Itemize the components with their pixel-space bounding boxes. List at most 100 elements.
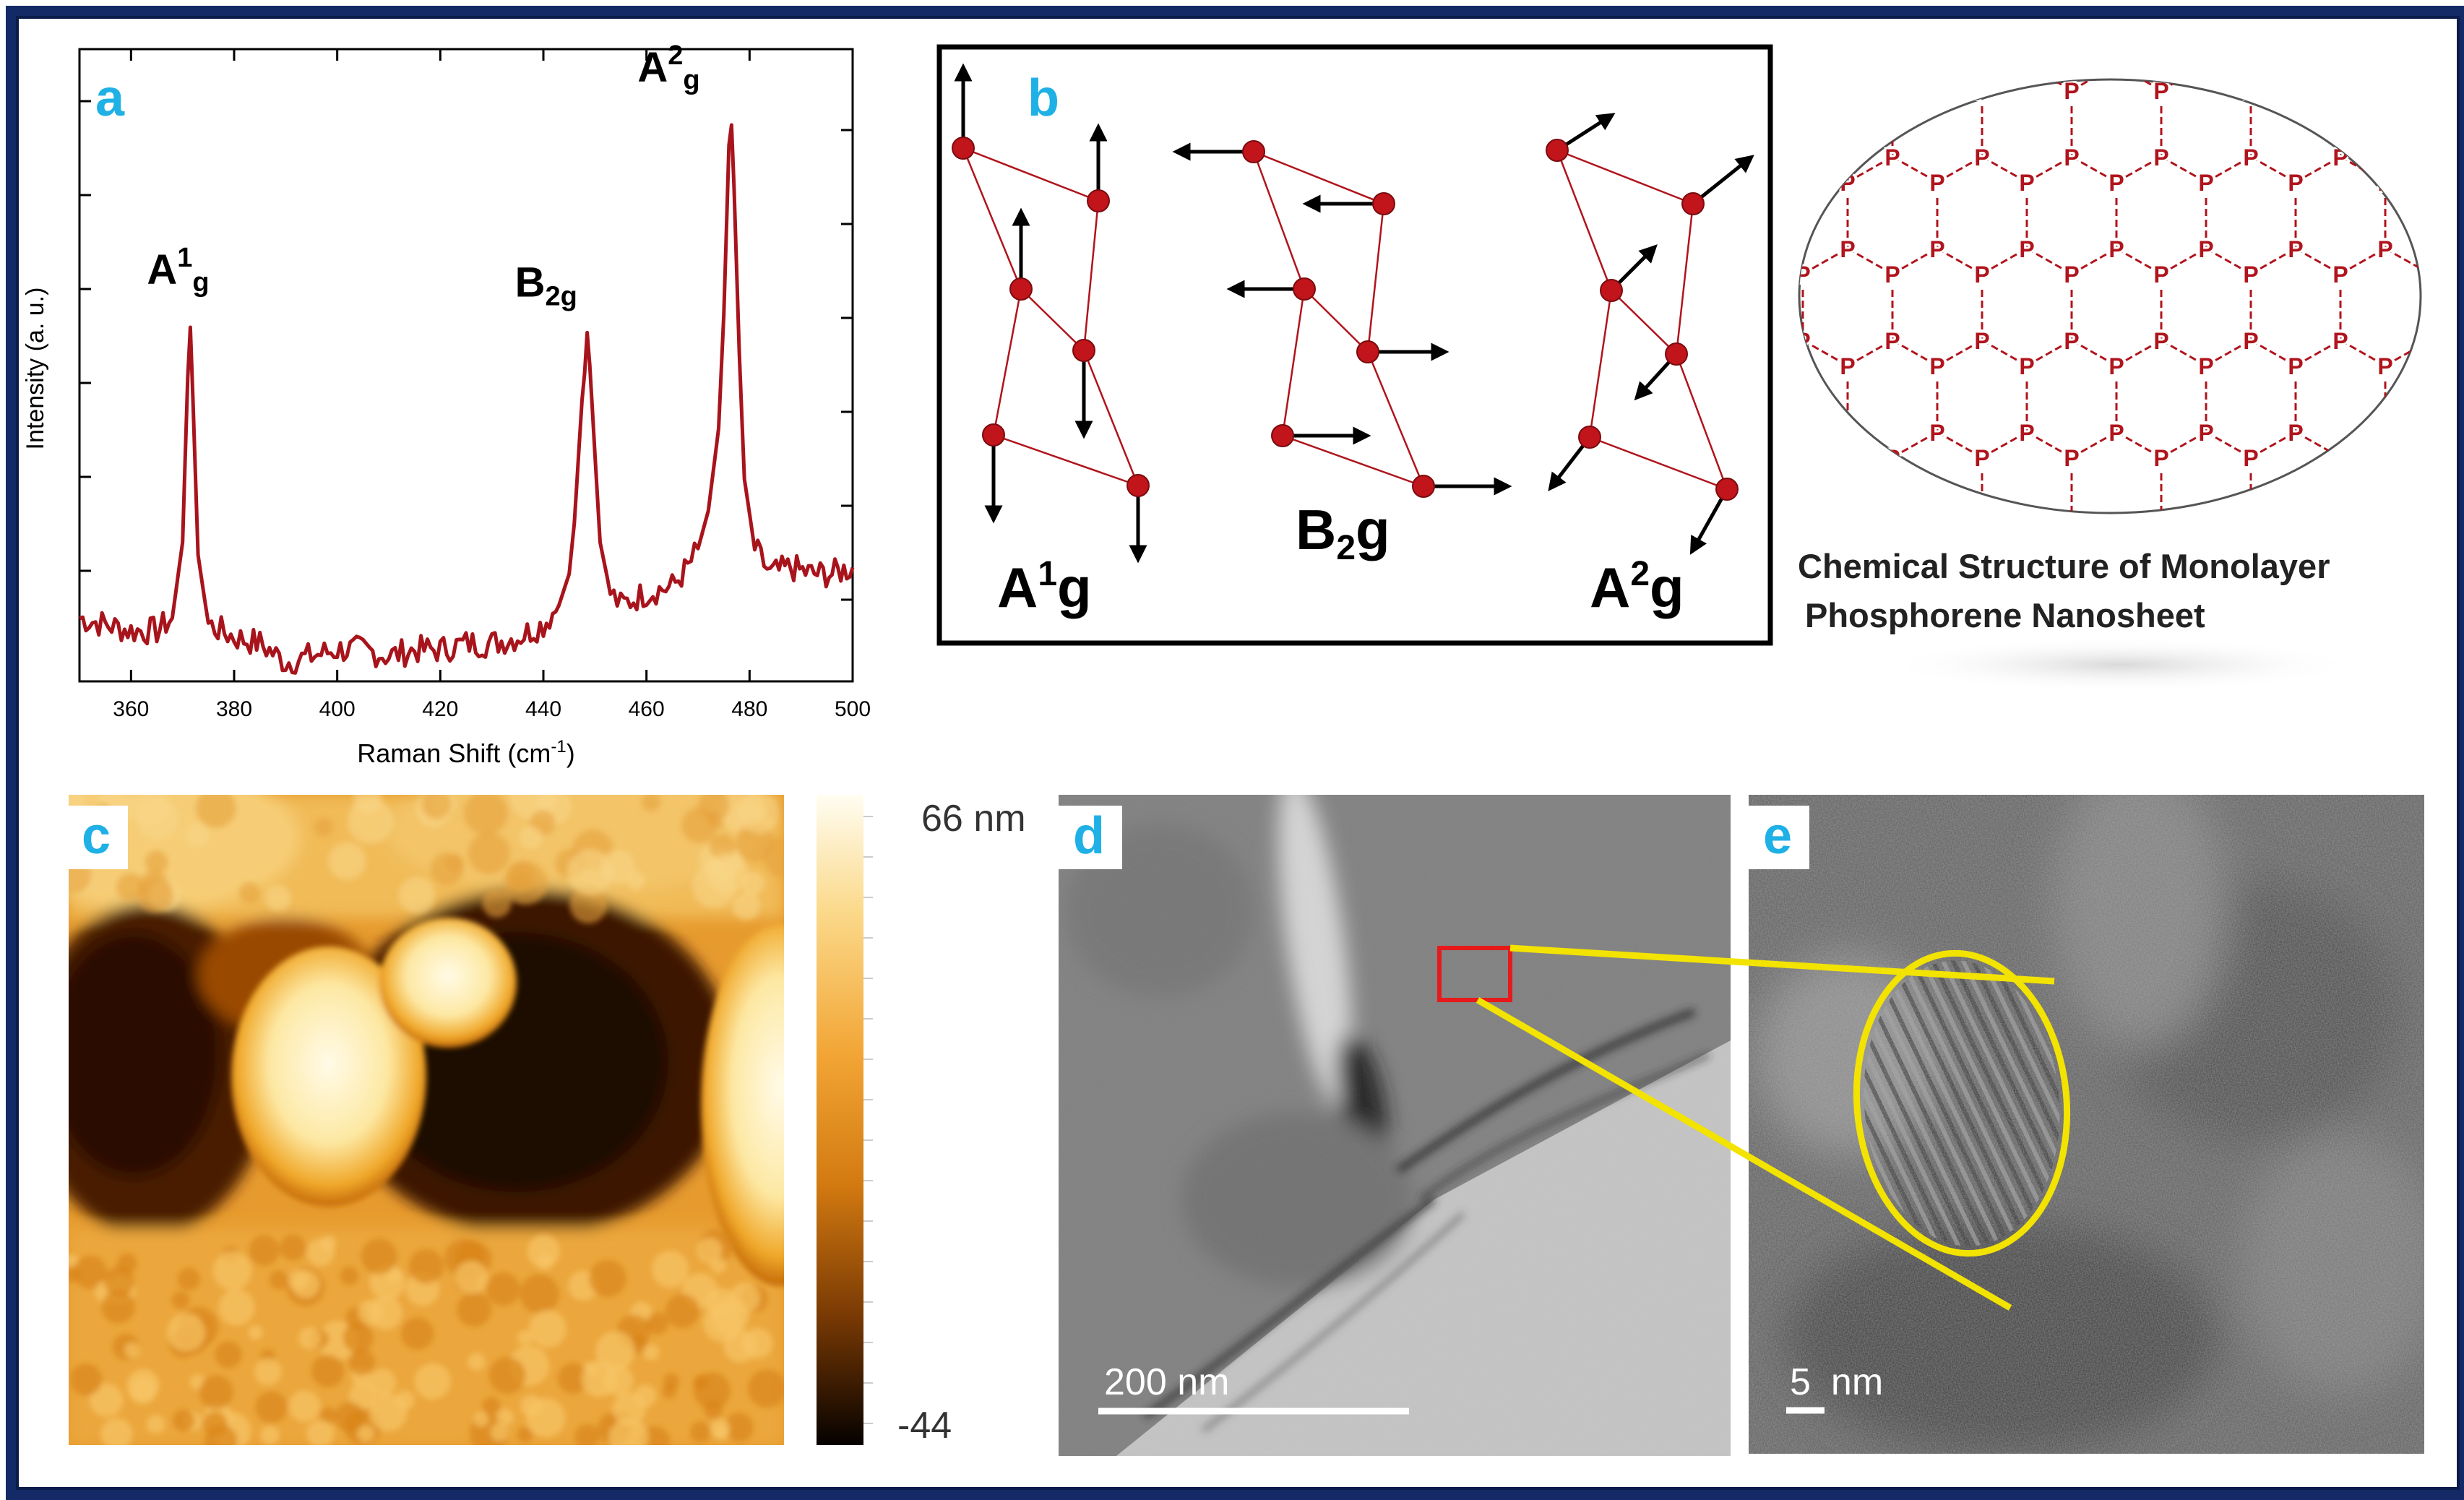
atom-label: P <box>2377 603 2392 629</box>
atom-label: P <box>1929 420 1944 446</box>
atom-label: P <box>1840 236 1855 262</box>
atom-label: P <box>2198 420 2213 446</box>
mode-bond <box>1020 288 1085 351</box>
lattice-bond <box>1937 155 1983 184</box>
structure-shadow <box>1882 637 2359 692</box>
lattice-bond <box>1799 431 1804 459</box>
raman-series-line <box>79 123 855 675</box>
lattice-bond <box>2116 339 2162 367</box>
lattice-bond <box>2116 524 2161 549</box>
atom-label: P <box>2243 145 2258 171</box>
lattice-bond <box>2026 431 2072 459</box>
atom-label: P <box>2377 236 2392 262</box>
x-tick-label: 400 <box>319 697 356 721</box>
mode-bond <box>962 147 1022 290</box>
lattice-bond <box>2340 524 2385 549</box>
lattice-bond <box>2340 339 2386 367</box>
lattice-bond <box>1981 431 2028 459</box>
atom-label: P <box>2108 53 2124 79</box>
lattice-bond <box>1892 155 1938 184</box>
lattice-bond <box>2295 247 2341 275</box>
mode-bond <box>1282 434 1424 488</box>
atom-label: P <box>1795 262 1810 288</box>
lattice-bond <box>1892 339 1938 367</box>
mode-bond <box>1366 351 1425 487</box>
tem-scalebar-label: 200 nm <box>1104 1361 1229 1403</box>
lattice-bond <box>1847 79 1893 92</box>
atom-label: P <box>2332 445 2348 471</box>
lattice-bond <box>2250 79 2296 92</box>
atom-label: P <box>2243 512 2258 538</box>
lattice-bond <box>2205 155 2252 184</box>
lattice-bond <box>2161 247 2207 275</box>
phosphorus-atom <box>952 137 975 160</box>
lattice-bond <box>1937 339 1983 367</box>
mode-bond <box>992 288 1022 436</box>
lattice-bond <box>2206 616 2251 641</box>
mode-bond <box>1281 288 1306 436</box>
lattice-bond <box>2026 247 2072 275</box>
phosphorus-atom <box>1242 140 1265 163</box>
atom-label: P <box>1974 328 1989 354</box>
lattice-bond <box>1981 247 2028 275</box>
atom-label: P <box>2332 629 2348 655</box>
atom-label: P <box>2019 236 2034 262</box>
atom-label: P <box>1929 236 1944 262</box>
mode-label-a1g: A1g <box>997 555 1092 619</box>
x-tick-label: 420 <box>422 697 458 721</box>
lattice-bond <box>1799 79 1804 92</box>
lattice-bond <box>1802 155 1848 184</box>
atom-label: P <box>1840 53 1855 79</box>
lattice-bond <box>2430 432 2439 457</box>
lattice-bond <box>2296 616 2340 641</box>
atom-label: P <box>2153 328 2168 354</box>
vibration-modes-diagram: A1g B2g A2g <box>936 44 1773 646</box>
atom-label: P <box>2108 420 2124 446</box>
phosphorus-atom <box>1715 478 1739 501</box>
panel-letter-c: c <box>69 806 129 869</box>
lattice-bond <box>2205 431 2252 459</box>
lattice-bond <box>1937 79 1983 92</box>
atom-label: P <box>2377 170 2392 196</box>
lattice-bond <box>2161 524 2206 549</box>
atom-label: P <box>2019 353 2034 379</box>
atom-label: P <box>1884 512 1900 538</box>
lattice-bond <box>1799 155 1804 184</box>
lattice-bond <box>1981 79 2028 92</box>
atom-label: P <box>2288 603 2303 629</box>
lattice-bond <box>1847 155 1893 184</box>
panel-letter-d: d <box>1059 806 1122 869</box>
lattice-bond <box>1937 431 1983 459</box>
lattice-bond <box>1847 247 1893 275</box>
lattice-bond <box>1781 616 1803 641</box>
hrtem-image: 5 nm <box>1749 795 2424 1454</box>
phosphorus-atom <box>1127 474 1150 497</box>
lattice-bond <box>1892 431 1938 459</box>
atom-label: P <box>2422 262 2437 288</box>
atom-label: P <box>2422 629 2437 655</box>
lattice-bond <box>2071 155 2117 184</box>
atom-label: P <box>2422 328 2437 354</box>
atom-label: P <box>2422 445 2437 471</box>
atom-label: P <box>1884 262 1900 288</box>
phosphorus-atom <box>1271 424 1294 447</box>
afm-scale-max: 66 nm <box>921 798 1026 840</box>
atom-label: P <box>2108 236 2124 262</box>
peak-label: A2g <box>637 43 699 95</box>
lattice-bond <box>2430 524 2439 549</box>
atom-label: P <box>2332 512 2348 538</box>
atom-label: P <box>2153 445 2168 471</box>
atom-label: P <box>2198 236 2213 262</box>
lattice-bond <box>2251 616 2296 641</box>
lattice-bond <box>2071 339 2117 367</box>
raman-xlabel: Raman Shift (cm-1) <box>357 737 574 768</box>
atom-label: P <box>2198 353 2213 379</box>
atom-label: P <box>2064 512 2079 538</box>
atom-label: P <box>2332 262 2348 288</box>
lattice-bond <box>2116 247 2162 275</box>
atom-label: P <box>2198 170 2213 196</box>
atom-label: P <box>1884 78 1900 104</box>
phosphorus-atom <box>1665 342 1688 366</box>
hrtem-scalebar-label: 5 nm <box>1790 1361 1883 1403</box>
afm-scale-min: -44 <box>897 1405 952 1445</box>
